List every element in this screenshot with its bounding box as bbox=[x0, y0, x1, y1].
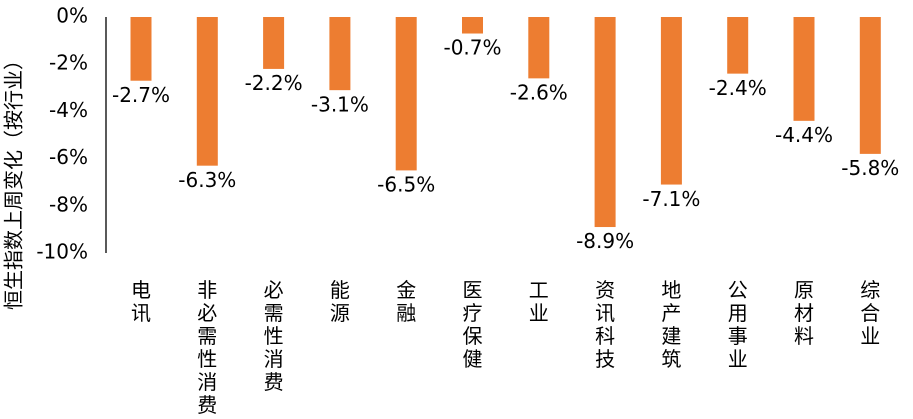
bar bbox=[528, 17, 550, 79]
category-label: 资讯科技 bbox=[595, 278, 615, 371]
bar bbox=[660, 17, 682, 185]
bar bbox=[727, 17, 749, 74]
data-label: -3.1% bbox=[311, 92, 369, 116]
data-label: -2.7% bbox=[112, 83, 170, 107]
data-label: -2.2% bbox=[245, 71, 303, 95]
data-labels: -2.7% -6.3% -2.2% -3.1% -6.5% -0.7% -2.6% -8.9%… bbox=[112, 36, 899, 254]
category-label: 综合业 bbox=[860, 278, 880, 348]
category-label: 电讯 bbox=[131, 278, 151, 325]
bar bbox=[329, 17, 351, 91]
bar bbox=[130, 17, 152, 81]
category-label: 能源 bbox=[330, 278, 350, 325]
y-tick-label: -2% bbox=[49, 51, 88, 75]
bar bbox=[859, 17, 881, 154]
data-label: -6.5% bbox=[377, 173, 435, 197]
category-label: 非必需性消费 bbox=[197, 278, 217, 417]
y-tick-label: -10% bbox=[36, 240, 88, 264]
y-tick-labels: 0% -2% -4% -6% -8% -10% bbox=[36, 4, 88, 264]
data-label: -7.1% bbox=[642, 187, 700, 211]
bar bbox=[395, 17, 417, 171]
bar bbox=[462, 17, 483, 34]
y-axis-title: 恒生指数上周变化（按行业） bbox=[2, 50, 26, 310]
data-label: -2.4% bbox=[709, 76, 767, 100]
category-label: 医疗保健 bbox=[463, 278, 483, 371]
category-label: 金融 bbox=[396, 278, 416, 325]
y-tick-label: 0% bbox=[56, 4, 88, 28]
data-label: -4.4% bbox=[775, 123, 833, 147]
category-label: 必需性消费 bbox=[264, 278, 284, 394]
y-tick-label: -6% bbox=[49, 145, 88, 169]
data-label: -0.7% bbox=[443, 36, 501, 60]
y-axis-title-group: 恒生指数上周变化（按行业） bbox=[2, 50, 26, 310]
category-label: 工业 bbox=[529, 278, 549, 325]
bar bbox=[594, 17, 616, 228]
bar bbox=[196, 17, 218, 166]
bars bbox=[130, 17, 881, 228]
data-label: -8.9% bbox=[576, 229, 634, 253]
category-label: 原材料 bbox=[794, 278, 814, 348]
data-label: -5.8% bbox=[841, 156, 899, 180]
y-tick-label: -8% bbox=[49, 192, 88, 216]
y-tick-label: -4% bbox=[49, 98, 88, 122]
data-label: -2.6% bbox=[510, 81, 568, 105]
category-label: 地产建筑 bbox=[661, 278, 681, 371]
bar bbox=[793, 17, 815, 121]
category-label: 公用事业 bbox=[728, 278, 748, 371]
data-label: -6.3% bbox=[178, 168, 236, 192]
bar bbox=[263, 17, 285, 69]
